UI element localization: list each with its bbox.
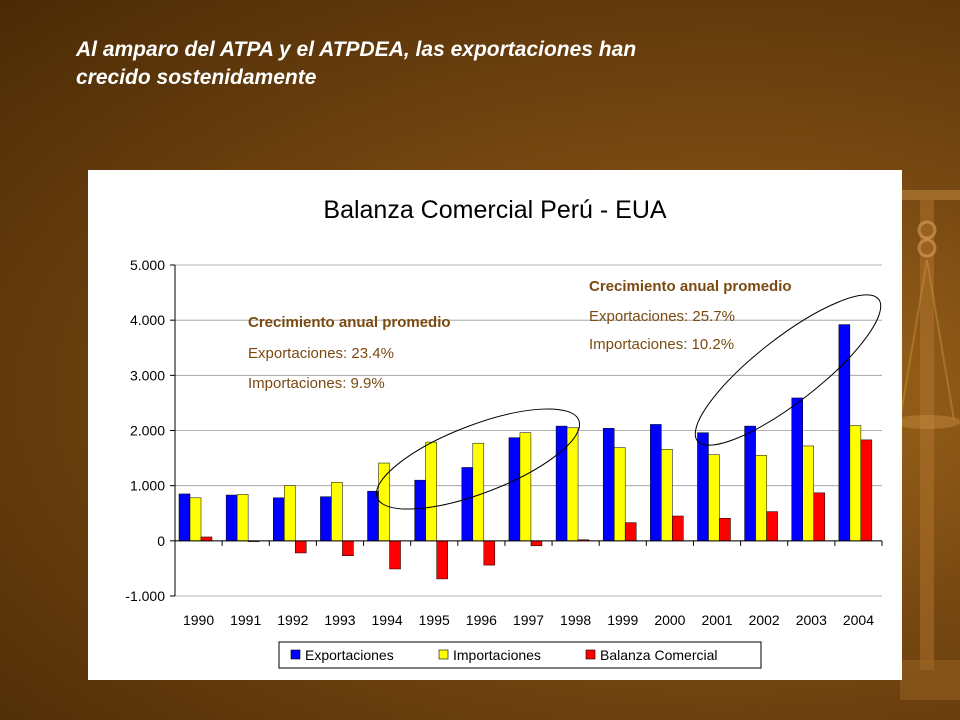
- bar-exportaciones-1994: [367, 490, 379, 542]
- x-tick-label: 1992: [277, 612, 308, 628]
- bar-balanza-1996: [483, 540, 496, 566]
- bar-exportaciones-1998: [555, 425, 568, 542]
- legend-swatch-importaciones: [438, 649, 449, 660]
- y-tick-label: 3.000: [130, 367, 165, 383]
- bar-balanza-1997: [530, 540, 543, 547]
- annotation-1-line-2: Importaciones: 9.9%: [248, 375, 385, 392]
- x-tick-label: 2003: [796, 612, 827, 628]
- bar-exportaciones-1990: [178, 493, 191, 542]
- x-tick-label: 2001: [701, 612, 732, 628]
- chart-panel: Balanza Comercial Perú - EUA -1.000 0 1.00…: [88, 170, 902, 680]
- x-tick-label: 2002: [749, 612, 780, 628]
- x-tick-label: 1993: [324, 612, 355, 628]
- bar-importaciones-1992: [284, 485, 296, 542]
- y-tick-label: 5.000: [130, 257, 165, 273]
- bar-exportaciones-1991: [225, 494, 238, 542]
- highlight-ellipse-1994-1998: [375, 408, 581, 510]
- slide-title: Al amparo del ATPA y el ATPDEA, las expo…: [76, 36, 836, 92]
- x-tick-label: 1995: [419, 612, 450, 628]
- bar-balanza-1992: [295, 540, 307, 554]
- highlight-ellipse-2000-2004: [694, 294, 882, 446]
- bar-importaciones-1999: [613, 447, 626, 542]
- bar-importaciones-1996: [472, 442, 485, 542]
- bar-exportaciones-1999: [602, 428, 615, 542]
- legend-label-importaciones: Importaciones: [453, 647, 541, 663]
- legend-swatch-exportaciones: [290, 649, 301, 660]
- legend-swatch-balanza: [585, 649, 596, 660]
- bar-balanza-2000: [672, 515, 684, 542]
- annotation-2-line-1: Exportaciones: 25.7%: [589, 308, 735, 325]
- y-tick-label: 4.000: [130, 312, 165, 328]
- x-tick-label: 2000: [654, 612, 685, 628]
- bar-exportaciones-1992: [273, 497, 285, 542]
- bar-importaciones-2002: [755, 455, 767, 542]
- y-tick-label: 1.000: [130, 478, 165, 494]
- x-axis-ticks: 1990 1991 1992 1993 1994 1995 1996 1997 1998 1999…: [174, 540, 883, 628]
- bar-importaciones-1995: [425, 441, 437, 542]
- bar-exportaciones-1993: [320, 496, 332, 542]
- bar-exportaciones-2001: [697, 432, 709, 542]
- bar-balanza-2004: [860, 439, 873, 542]
- bar-importaciones-1991: [236, 494, 249, 542]
- legend-label-exportaciones: Exportaciones: [305, 647, 394, 663]
- bar-balanza-1990: [200, 536, 213, 542]
- bar-importaciones-2003: [802, 445, 814, 542]
- bar-importaciones-1990: [189, 497, 202, 542]
- axes: [174, 265, 882, 596]
- bar-balanza-2002: [766, 511, 778, 542]
- legend-label-balanza: Balanza Comercial: [600, 647, 718, 663]
- annotation-1-heading: Crecimiento anual promedio: [248, 314, 451, 331]
- y-axis-ticks: -1.000 0 1.000 2.000 3.000 4.000 5.000: [125, 257, 175, 604]
- x-tick-label: 1998: [560, 612, 591, 628]
- legend: Exportaciones Importaciones Balanza Come…: [278, 641, 762, 669]
- bar-exportaciones-1995: [414, 479, 426, 542]
- scale-decoration: [893, 190, 960, 700]
- bar-exportaciones-1996: [461, 467, 474, 542]
- bar-exportaciones-2002: [744, 425, 756, 542]
- bar-balanza-2003: [813, 492, 825, 542]
- bar-importaciones-2004: [849, 425, 862, 542]
- y-tick-label: 2.000: [130, 423, 165, 439]
- chart-title: Balanza Comercial Perú - EUA: [323, 196, 667, 224]
- bar-balanza-2001: [719, 517, 731, 542]
- bars: [178, 324, 873, 580]
- y-tick-label: -1.000: [125, 588, 165, 604]
- bar-importaciones-1993: [331, 482, 343, 542]
- bar-exportaciones-2000: [650, 424, 662, 542]
- bar-importaciones-2001: [708, 454, 720, 542]
- bar-exportaciones-1997: [508, 437, 521, 542]
- annotation-1-line-1: Exportaciones: 23.4%: [248, 345, 394, 362]
- x-tick-label: 1994: [372, 612, 403, 628]
- bar-exportaciones-2003: [791, 397, 803, 542]
- slide-title-line-1: Al amparo del ATPA y el ATPDEA, las expo…: [76, 38, 637, 61]
- trade-balance-chart: Balanza Comercial Perú - EUA -1.000 0 1.00…: [125, 196, 883, 669]
- bar-balanza-1994: [389, 540, 401, 570]
- bar-balanza-1995: [436, 540, 448, 580]
- x-tick-label: 1999: [607, 612, 638, 628]
- x-tick-label: 1991: [230, 612, 261, 628]
- bar-balanza-1993: [342, 540, 354, 556]
- bar-importaciones-1997: [519, 432, 532, 542]
- x-tick-label: 1990: [183, 612, 214, 628]
- x-tick-label: 1997: [513, 612, 544, 628]
- annotation-2-heading: Crecimiento anual promedio: [589, 278, 792, 295]
- annotation-2-line-2: Importaciones: 10.2%: [589, 336, 734, 353]
- slide-title-line-2: crecido sostenidamente: [76, 66, 317, 89]
- legend-box: [278, 641, 762, 669]
- bar-exportaciones-2004: [838, 324, 851, 542]
- bar-importaciones-2000: [661, 449, 673, 542]
- y-tick-label: 0: [157, 533, 165, 549]
- x-tick-label: 1996: [466, 612, 497, 628]
- bar-balanza-1999: [624, 522, 637, 542]
- x-tick-label: 2004: [843, 612, 874, 628]
